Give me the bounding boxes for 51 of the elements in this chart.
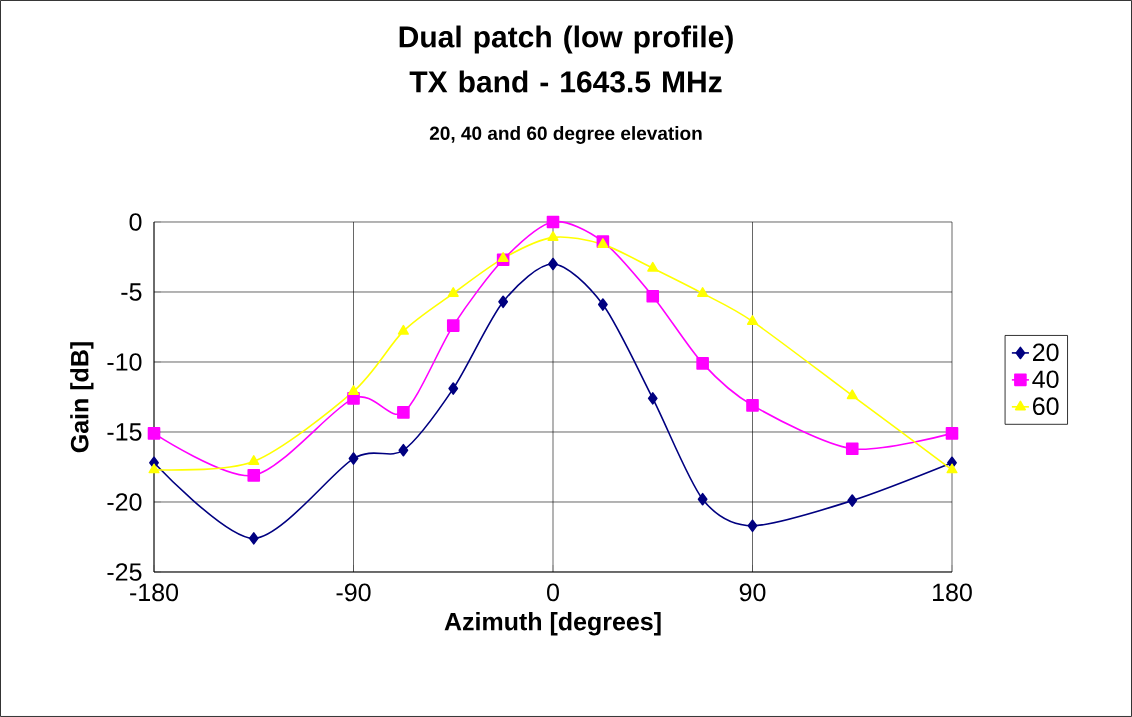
- point: [248, 455, 260, 465]
- point: [746, 315, 759, 325]
- legend-label: 20: [1032, 343, 1059, 362]
- point: [845, 442, 859, 456]
- point: [646, 289, 660, 303]
- y-tick-label: 0: [129, 213, 142, 231]
- point: [248, 532, 259, 545]
- x-axis-title: Azimuth [degrees]: [444, 612, 661, 636]
- point: [347, 385, 360, 395]
- point: [945, 427, 959, 440]
- y-tick-label: -10: [107, 353, 142, 371]
- point: [247, 469, 261, 482]
- point: [697, 287, 709, 297]
- chart-subtitle: 20, 40 and 60 degree elevation: [429, 126, 702, 144]
- point: [647, 392, 658, 405]
- point: [497, 252, 509, 262]
- point: [548, 257, 558, 271]
- point: [647, 261, 659, 272]
- point: [547, 231, 559, 241]
- y-tick-label: -5: [121, 283, 142, 301]
- legend-label: 60: [1033, 397, 1059, 416]
- point: [546, 215, 560, 229]
- x-tick-label: 180: [933, 583, 972, 602]
- point: [746, 399, 759, 412]
- point: [946, 463, 958, 474]
- y-tick-label: -20: [107, 493, 142, 511]
- point: [696, 357, 709, 370]
- point: [348, 452, 359, 465]
- y-axis-title: Gain [dB]: [70, 342, 94, 453]
- point: [447, 287, 459, 297]
- point: [498, 295, 509, 309]
- y-tick-label: -25: [107, 563, 142, 581]
- point: [697, 492, 708, 506]
- point: [446, 319, 460, 332]
- point: [847, 494, 858, 507]
- legend-label: 40: [1032, 370, 1059, 389]
- chart-title: Dual patch (low profile) TX band - 1643.5 MHz: [399, 25, 733, 93]
- x-tick-label: 0: [547, 583, 559, 602]
- x-tick-label: -180: [130, 583, 179, 602]
- point: [747, 519, 758, 533]
- point: [148, 463, 160, 474]
- point: [597, 298, 608, 311]
- x-tick-label: -90: [336, 583, 371, 602]
- point: [398, 443, 409, 457]
- point: [448, 382, 459, 395]
- point: [846, 389, 858, 400]
- point: [147, 427, 161, 440]
- x-tick-label: 90: [739, 583, 766, 602]
- y-tick-label: -15: [107, 423, 142, 441]
- point: [397, 406, 410, 419]
- point: [397, 324, 409, 335]
